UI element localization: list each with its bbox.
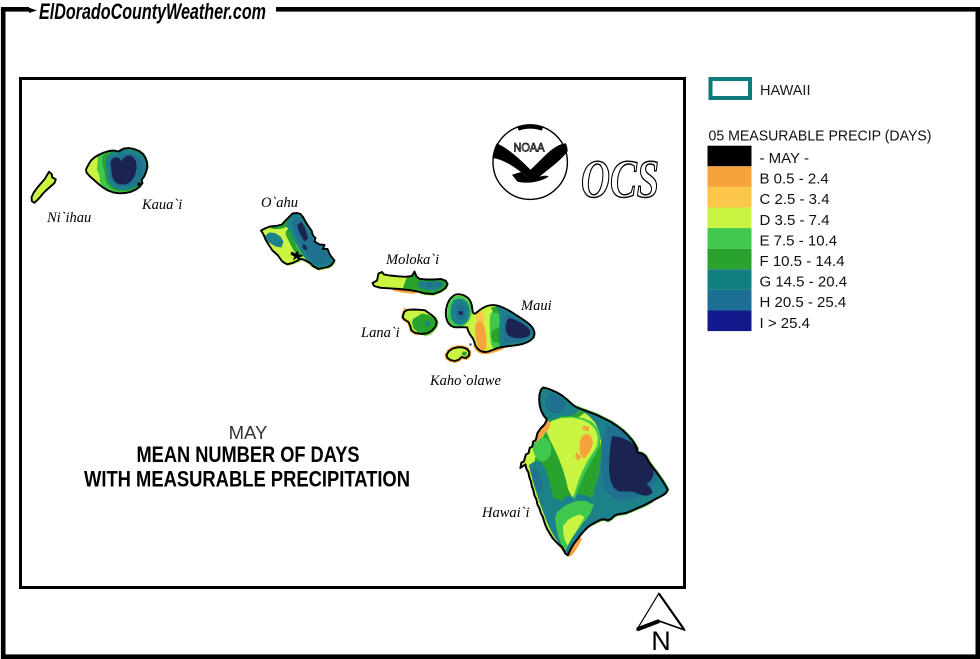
svg-text:Kaho`olawe: Kaho`olawe	[429, 373, 501, 389]
svg-text:D 3.5 - 7.4: D 3.5 - 7.4	[760, 212, 830, 229]
svg-text:Kaua`i: Kaua`i	[141, 197, 182, 213]
svg-text:Ni`ihau: Ni`ihau	[46, 210, 91, 226]
svg-text:Lana`i: Lana`i	[360, 325, 400, 341]
svg-text:E 7.5 - 10.4: E 7.5 - 10.4	[760, 232, 838, 249]
svg-text:Hawai`i: Hawai`i	[481, 505, 530, 521]
svg-text:N: N	[651, 626, 671, 656]
svg-text:Maui: Maui	[520, 298, 552, 314]
svg-text:MEAN NUMBER OF DAYS: MEAN NUMBER OF DAYS	[137, 442, 360, 467]
svg-text:Moloka`i: Moloka`i	[385, 252, 439, 268]
svg-text:B 0.5 - 2.4: B 0.5 - 2.4	[760, 171, 829, 188]
svg-text:OCS: OCS	[581, 149, 659, 209]
svg-text:WITH MEASURABLE PRECIPITATION: WITH MEASURABLE PRECIPITATION	[84, 467, 410, 492]
svg-text:HAWAII: HAWAII	[760, 83, 810, 99]
svg-text:NOAA: NOAA	[514, 143, 545, 155]
svg-text:G 14.5 - 20.4: G 14.5 - 20.4	[760, 274, 848, 291]
svg-text:O`ahu: O`ahu	[261, 195, 298, 211]
svg-text:F 10.5 - 14.4: F 10.5 - 14.4	[760, 253, 845, 270]
svg-text:- MAY -: - MAY -	[760, 150, 809, 167]
svg-text:I > 25.4: I > 25.4	[760, 315, 810, 332]
svg-text:ElDoradoCountyWeather.com: ElDoradoCountyWeather.com	[39, 0, 266, 24]
svg-text:C 2.5 - 3.4: C 2.5 - 3.4	[760, 191, 830, 208]
svg-text:05 MEASURABLE PRECIP (DAYS): 05 MEASURABLE PRECIP (DAYS)	[709, 129, 932, 145]
svg-text:H 20.5 - 25.4: H 20.5 - 25.4	[760, 294, 847, 311]
svg-text:MAY: MAY	[229, 422, 268, 443]
